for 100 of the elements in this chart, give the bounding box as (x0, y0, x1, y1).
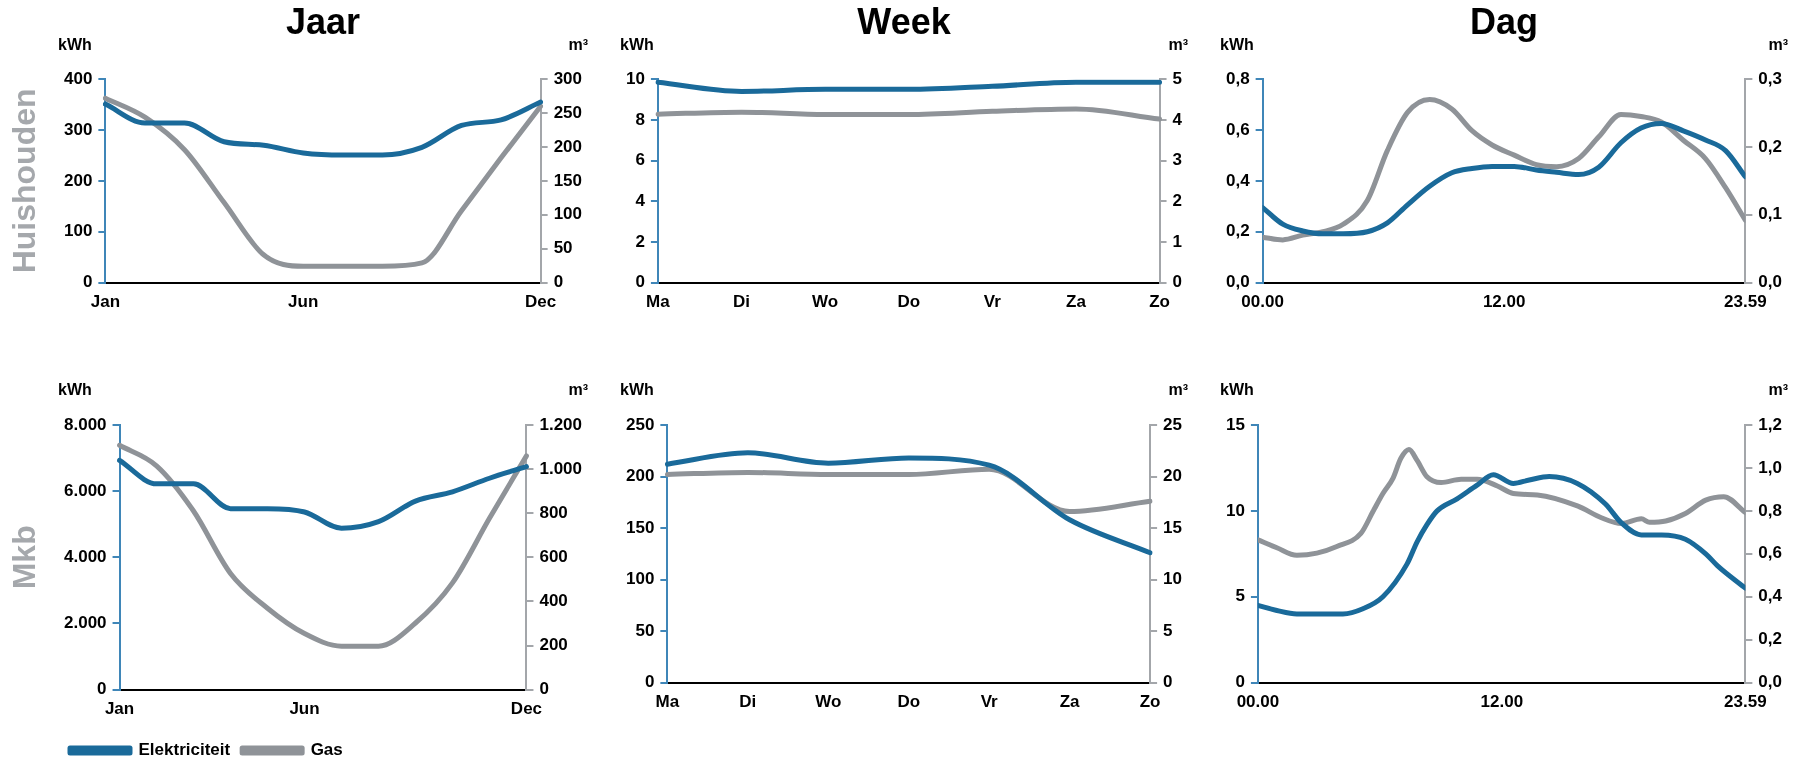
y-tick-label: 0,4 (1225, 170, 1251, 190)
y-tick-label: 0,6 (1225, 119, 1250, 139)
y2-tick-label: 5 (1172, 68, 1183, 88)
y-tick-label: 200 (63, 170, 93, 190)
y2-axis-title: m³ (1168, 35, 1188, 53)
y2-tick-label: 250 (553, 102, 583, 122)
y2-tick-label: 0,3 (1758, 68, 1783, 88)
y2-tick-label: 25 (1163, 414, 1183, 434)
x-tick-label: Dec (525, 292, 557, 312)
y-tick-label: 400 (63, 68, 93, 88)
y2-tick-label: 300 (553, 68, 583, 88)
x-tick-label: Jan (90, 292, 121, 312)
y-tick-label: 0 (82, 272, 93, 292)
y2-tick-label: 0 (1163, 672, 1173, 692)
y-tick-label: 6.000 (63, 480, 107, 500)
x-tick-label: Za (1066, 292, 1087, 312)
y2-tick-label: 150 (553, 170, 583, 190)
x-tick-label: 23.59 (1724, 292, 1767, 312)
y-axis-title: kWh (58, 35, 92, 53)
y2-tick-label: 5 (1163, 620, 1173, 640)
y-tick-label: 0 (644, 672, 655, 692)
y-tick-label: 5 (1235, 586, 1245, 606)
y2-tick-label: 3 (1172, 150, 1183, 170)
text: Huishouden (5, 88, 42, 274)
x-tick-label: Zo (1139, 692, 1161, 712)
y2-tick-label: 20 (1163, 466, 1183, 486)
x-tick-label: Do (897, 292, 921, 312)
text: Mkb (5, 525, 42, 590)
y-tick-label: 0,8 (1225, 68, 1250, 88)
y-tick-label: 300 (63, 119, 93, 139)
chart-title: Week (857, 0, 952, 42)
y2-tick-label: 15 (1163, 517, 1183, 537)
y2-axis-title: m³ (1168, 381, 1188, 399)
y2-tick-label: 600 (539, 546, 568, 566)
y-tick-label: 250 (625, 414, 655, 434)
chart-title: Dag (1469, 0, 1539, 42)
y2-tick-label: 200 (553, 136, 583, 156)
legend-label: Elektriciteit (138, 740, 231, 760)
y-axis-title: kWh (620, 35, 654, 53)
x-tick-label: 12.00 (1482, 292, 1526, 312)
y-tick-label: 100 (63, 221, 93, 241)
x-tick-label: Jun (288, 292, 319, 312)
x-tick-label: Vr (980, 692, 999, 712)
y-axis-title: kWh (620, 381, 654, 399)
x-tick-label: Do (897, 692, 921, 712)
y2-tick-label: 1 (1172, 231, 1183, 251)
y-tick-label: 150 (625, 517, 655, 537)
y-axis-title: kWh (1220, 381, 1254, 399)
y2-tick-label: 800 (539, 502, 568, 522)
x-tick-label: 00.00 (1241, 292, 1284, 312)
y-tick-label: 6 (635, 150, 645, 170)
y2-tick-label: 0,8 (1758, 500, 1783, 520)
y-tick-label: 200 (625, 466, 655, 486)
chart-title: Jaar (285, 0, 361, 42)
y-tick-label: 0,0 (1225, 272, 1250, 292)
y2-tick-label: 0,0 (1758, 272, 1783, 292)
y2-tick-label: 1.000 (539, 458, 583, 478)
x-tick-label: Di (733, 292, 751, 312)
y-tick-label: 4 (635, 190, 646, 210)
y2-tick-label: 0,4 (1758, 586, 1783, 606)
y-axis-title: kWh (58, 381, 92, 399)
y2-tick-label: 0 (1172, 272, 1183, 292)
x-tick-label: Zo (1149, 292, 1170, 312)
y-tick-label: 0 (97, 679, 107, 699)
y2-tick-label: 10 (1163, 569, 1183, 589)
y-tick-label: 100 (625, 569, 655, 589)
y2-axis-title: m³ (1768, 381, 1788, 399)
y2-axis-title: m³ (568, 35, 588, 53)
y-tick-label: 0,2 (1225, 221, 1250, 241)
y2-tick-label: 0 (553, 272, 564, 292)
x-tick-label: Wo (812, 292, 839, 312)
x-tick-label: Wo (815, 692, 842, 712)
y2-axis-title: m³ (568, 381, 588, 399)
y2-tick-label: 2 (1172, 190, 1183, 210)
y2-tick-label: 4 (1172, 109, 1183, 129)
y-tick-label: 0 (1235, 672, 1245, 692)
y2-tick-label: 0,0 (1758, 672, 1783, 692)
y-tick-label: 10 (625, 68, 645, 88)
y2-tick-label: 0,6 (1758, 543, 1783, 563)
y-tick-label: 0 (635, 272, 645, 292)
y2-tick-label: 50 (553, 238, 573, 258)
y2-tick-label: 0,2 (1758, 629, 1783, 649)
x-tick-label: 12.00 (1480, 692, 1524, 712)
y2-tick-label: 1.200 (539, 414, 583, 434)
x-tick-label: Di (739, 692, 757, 712)
y-tick-label: 50 (635, 620, 655, 640)
y2-tick-label: 1,2 (1758, 414, 1783, 434)
y-tick-label: 2 (635, 231, 645, 251)
x-tick-label: Jun (289, 699, 320, 719)
x-tick-label: Ma (646, 292, 671, 312)
x-tick-label: 23.59 (1724, 692, 1767, 712)
y2-tick-label: 400 (539, 591, 568, 611)
x-tick-label: Dec (510, 699, 543, 719)
x-tick-label: Jan (104, 699, 135, 719)
x-tick-label: Ma (655, 692, 680, 712)
y-tick-label: 8.000 (63, 414, 107, 434)
y-tick-label: 2.000 (63, 613, 107, 633)
y2-tick-label: 0 (539, 679, 549, 699)
y-tick-label: 4.000 (63, 546, 107, 566)
x-tick-label: Za (1059, 692, 1081, 712)
